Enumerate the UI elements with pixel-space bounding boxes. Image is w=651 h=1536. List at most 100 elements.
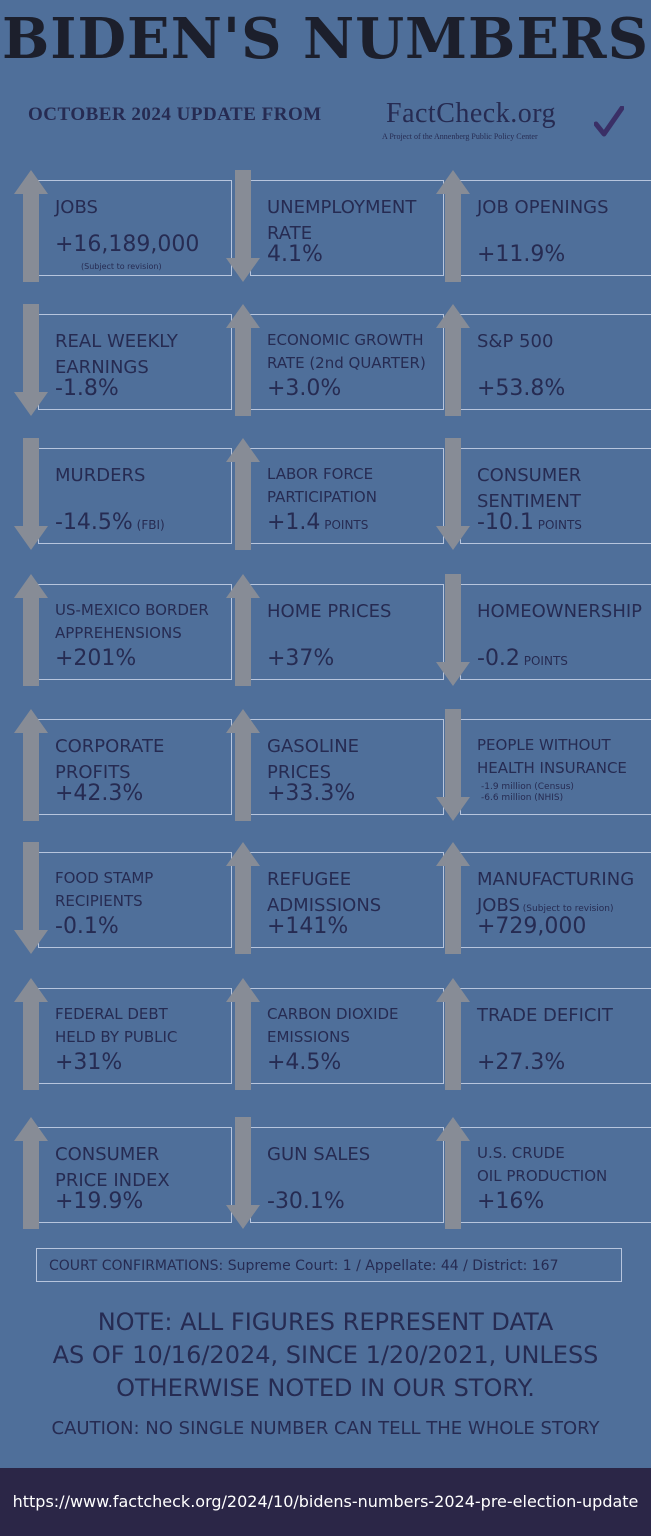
arrow-down-icon [226,1117,260,1233]
arrow-down-icon [14,304,48,420]
stat-label-note: (Subject to revision) [519,904,614,914]
stat-value: +3.0% [267,376,342,401]
stat-value: -0.1% [55,914,119,939]
note-line: OTHERWISE NOTED IN OUR STORY. [116,1374,535,1402]
checkmark-icon [594,106,624,137]
stat-card-carbon-dioxide-emissions: CARBON DIOXIDE EMISSIONS +4.5% [250,988,444,1084]
stat-card-unemployment-rate: UNEMPLOYMENT RATE 4.1% [250,180,444,276]
arrow-up-icon [226,709,260,825]
arrow-up-icon [436,842,470,958]
stat-value: +19.9% [55,1189,144,1214]
stat-value: +42.3% [55,781,144,806]
arrow-up-icon [14,170,48,286]
logo-tagline: A Project of the Annenberg Public Policy… [382,132,538,141]
stat-label: CARBON DIOXIDE EMISSIONS [267,1005,399,1046]
stat-label: REAL WEEKLY EARNINGS [55,331,178,378]
stat-value: +37% [267,646,335,671]
data-note: NOTE: ALL FIGURES REPRESENT DATA AS OF 1… [0,1306,651,1405]
stat-sublines: -1.9 million (Census) -6.6 million (NHIS) [481,782,574,804]
arrow-up-icon [226,438,260,554]
stat-card-us-mexico-border-apprehensions: US-MEXICO BORDER APPREHENSIONS +201% [38,584,232,680]
stat-value: -0.2 POINTS [477,646,568,671]
stat-card-job-openings: JOB OPENINGS +11.9% [460,180,651,276]
factcheck-logo[interactable]: FactCheck.org A Project of the Annenberg… [382,98,632,150]
stat-value: -30.1% [267,1189,345,1214]
stat-label: GUN SALES [267,1144,371,1165]
stat-value: +16% [477,1189,545,1214]
stat-card-u-s-crude-oil-production: U.S. CRUDE OIL PRODUCTION +16% [460,1127,651,1223]
stat-card-economic-growth-rate-2nd-quarter: ECONOMIC GROWTH RATE (2nd QUARTER) +3.0% [250,314,444,410]
stat-label: GASOLINE PRICES [267,736,360,783]
stat-card-murders: MURDERS -14.5% (FBI) [38,448,232,544]
stat-label: REFUGEE ADMISSIONS [267,869,382,916]
stat-value: +729,000 [477,914,587,939]
arrow-up-icon [226,978,260,1094]
arrow-down-icon [14,842,48,958]
stat-value: +16,189,000 [55,232,200,257]
stat-label: FOOD STAMP RECIPIENTS [55,869,154,910]
stat-subline: -1.9 million (Census) [481,782,574,792]
arrow-down-icon [436,438,470,554]
note-line: NOTE: ALL FIGURES REPRESENT DATA [97,1308,554,1336]
stat-value: +11.9% [477,242,566,267]
stat-value: -14.5% (FBI) [55,510,165,535]
stat-label: MURDERS [55,465,146,486]
stat-subline: -6.6 million (NHIS) [481,793,564,803]
arrow-down-icon [436,574,470,690]
update-subtitle: OCTOBER 2024 UPDATE FROM [28,104,322,125]
stat-label: JOB OPENINGS [477,197,609,218]
stat-value-suffix: POINTS [519,654,568,668]
stat-value: +4.5% [267,1050,342,1075]
stat-card-federal-debt-held-by-public: FEDERAL DEBT HELD BY PUBLIC +31% [38,988,232,1084]
stat-card-consumer-price-index: CONSUMER PRICE INDEX +19.9% [38,1127,232,1223]
stat-value: +27.3% [477,1050,566,1075]
stat-label: S&P 500 [477,331,554,352]
stat-note: (Subject to revision) [81,262,162,271]
stat-value: -10.1 POINTS [477,510,582,535]
stat-value: +33.3% [267,781,356,806]
arrow-down-icon [436,709,470,825]
page-title: BIDEN'S NUMBERS [1,6,650,72]
stat-label: CONSUMER SENTIMENT [477,465,582,512]
stat-value: 4.1% [267,242,323,267]
footer-bar: https://www.factcheck.org/2024/10/bidens… [0,1468,651,1536]
arrow-up-icon [436,1117,470,1233]
stat-card-trade-deficit: TRADE DEFICIT +27.3% [460,988,651,1084]
stat-card-s-p-500: S&P 500 +53.8% [460,314,651,410]
arrow-up-icon [436,978,470,1094]
arrow-up-icon [436,304,470,420]
note-line: AS OF 10/16/2024, SINCE 1/20/2021, UNLES… [52,1341,599,1369]
arrow-up-icon [14,978,48,1094]
arrow-up-icon [226,842,260,958]
stat-value: +53.8% [477,376,566,401]
logo-wordmark: FactCheck.org [386,98,557,129]
stat-label: CORPORATE PROFITS [55,736,165,783]
source-url-link[interactable]: https://www.factcheck.org/2024/10/bidens… [12,1492,639,1511]
stat-value: +141% [267,914,349,939]
arrow-down-icon [226,170,260,286]
arrow-up-icon [226,574,260,690]
stat-label: HOME PRICES [267,601,392,622]
stat-value: +201% [55,646,137,671]
stat-label: U.S. CRUDE OIL PRODUCTION [477,1144,608,1185]
stat-card-home-prices: HOME PRICES +37% [250,584,444,680]
stat-card-consumer-sentiment: CONSUMER SENTIMENT -10.1 POINTS [460,448,651,544]
stat-label: LABOR FORCE PARTICIPATION [267,465,377,506]
stat-label: MANUFACTURING JOBS (Subject to revision) [477,869,635,916]
stat-value-suffix: POINTS [533,518,582,532]
stat-card-corporate-profits: CORPORATE PROFITS +42.3% [38,719,232,815]
stat-label: HOMEOWNERSHIP [477,601,643,622]
stat-card-people-without-health-insurance: PEOPLE WITHOUT HEALTH INSURANCE -1.9 mill… [460,719,651,815]
stat-value: -1.8% [55,376,119,401]
stat-label: FEDERAL DEBT HELD BY PUBLIC [55,1005,178,1046]
stat-card-homeownership: HOMEOWNERSHIP -0.2 POINTS [460,584,651,680]
stat-card-real-weekly-earnings: REAL WEEKLY EARNINGS -1.8% [38,314,232,410]
arrow-up-icon [436,170,470,286]
arrow-up-icon [226,304,260,420]
stat-label: TRADE DEFICIT [477,1005,613,1026]
stat-card-labor-force-participation: LABOR FORCE PARTICIPATION +1.4 POINTS [250,448,444,544]
stat-label: PEOPLE WITHOUT HEALTH INSURANCE [477,736,627,777]
stat-value-suffix: POINTS [320,518,369,532]
stat-value-suffix: (FBI) [132,518,165,532]
stat-card-gun-sales: GUN SALES -30.1% [250,1127,444,1223]
